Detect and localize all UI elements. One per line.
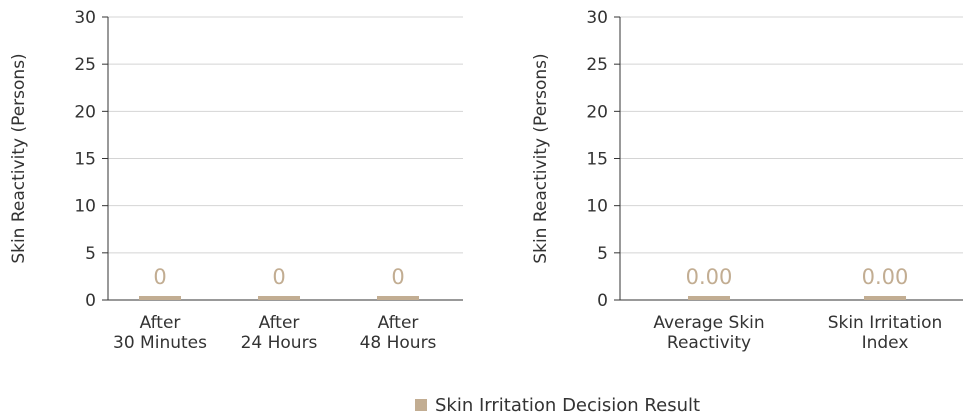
y-tick-label: 5 — [597, 244, 608, 264]
chart-1: 0 5 10 15 20 25 30 Skin Reactivity (Persons) 0 Af… — [9, 8, 463, 353]
chart-2: 0 5 10 15 20 25 30 Skin Reactivity (Persons) 0.0… — [531, 8, 963, 353]
y-tick-label: 5 — [85, 244, 96, 264]
bar — [139, 296, 181, 300]
y-tick-label: 30 — [586, 8, 608, 28]
data-label: 0 — [272, 265, 285, 289]
x-category-label: Index — [862, 333, 909, 353]
y-tick-label: 10 — [74, 197, 96, 217]
x-category-label: Skin Irritation — [828, 313, 943, 333]
y-tick-label: 0 — [85, 291, 96, 311]
x-category-label: Average Skin — [653, 313, 764, 333]
y-tick-label: 15 — [74, 150, 96, 170]
data-label: 0 — [153, 265, 166, 289]
x-category-label: Reactivity — [667, 333, 751, 353]
y-tick-label: 0 — [597, 291, 608, 311]
legend-label: Skin Irritation Decision Result — [435, 394, 701, 416]
data-label: 0.00 — [686, 265, 733, 289]
chart-canvas: 0 5 10 15 20 25 30 Skin Reactivity (Persons) 0 Af… — [9, 8, 963, 353]
y-tick-label: 25 — [74, 55, 96, 75]
legend-swatch — [415, 399, 427, 411]
x-category-label: 30 Minutes — [113, 333, 207, 353]
y-tick-label: 25 — [586, 55, 608, 75]
data-label: 0 — [391, 265, 404, 289]
bar — [377, 296, 419, 300]
legend: Skin Irritation Decision Result — [415, 393, 700, 417]
y-axis-label: Skin Reactivity (Persons) — [9, 53, 29, 263]
y-axis-label: Skin Reactivity (Persons) — [531, 53, 551, 263]
y-tick-label: 20 — [74, 102, 96, 122]
bar — [258, 296, 300, 300]
data-label: 0.00 — [862, 265, 909, 289]
y-tick-label: 30 — [74, 8, 96, 28]
x-category-label: 48 Hours — [360, 333, 437, 353]
y-tick-label: 15 — [586, 150, 608, 170]
y-tick-label: 10 — [586, 197, 608, 217]
x-category-label: After — [259, 313, 300, 333]
bar — [688, 296, 730, 300]
x-category-label: After — [140, 313, 181, 333]
bar — [864, 296, 906, 300]
x-category-label: 24 Hours — [241, 333, 318, 353]
y-tick-label: 20 — [586, 102, 608, 122]
x-category-label: After — [378, 313, 419, 333]
